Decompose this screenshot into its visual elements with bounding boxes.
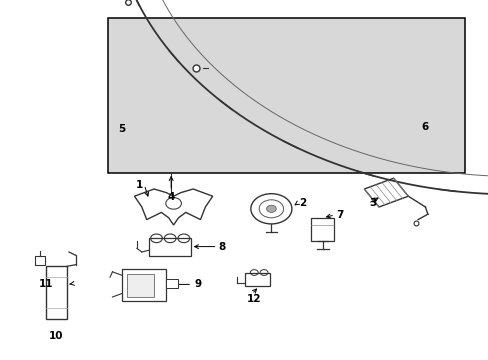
Text: 11: 11 [39, 279, 54, 289]
Circle shape [266, 205, 276, 212]
Text: 1: 1 [136, 180, 142, 190]
Text: 9: 9 [194, 279, 201, 289]
FancyBboxPatch shape [245, 273, 269, 286]
Text: 2: 2 [299, 198, 306, 208]
FancyBboxPatch shape [127, 274, 154, 297]
Text: 3: 3 [369, 198, 376, 208]
FancyBboxPatch shape [107, 18, 464, 173]
Text: 5: 5 [119, 124, 125, 134]
Text: 6: 6 [421, 122, 428, 132]
Text: 8: 8 [219, 242, 225, 252]
FancyBboxPatch shape [310, 218, 334, 241]
FancyBboxPatch shape [122, 269, 166, 301]
Text: 7: 7 [335, 210, 343, 220]
FancyBboxPatch shape [166, 279, 178, 288]
Text: 4: 4 [167, 192, 175, 202]
FancyBboxPatch shape [149, 238, 190, 256]
FancyBboxPatch shape [35, 256, 45, 265]
FancyBboxPatch shape [46, 266, 66, 319]
Text: 10: 10 [49, 330, 63, 341]
Text: 12: 12 [246, 294, 261, 304]
